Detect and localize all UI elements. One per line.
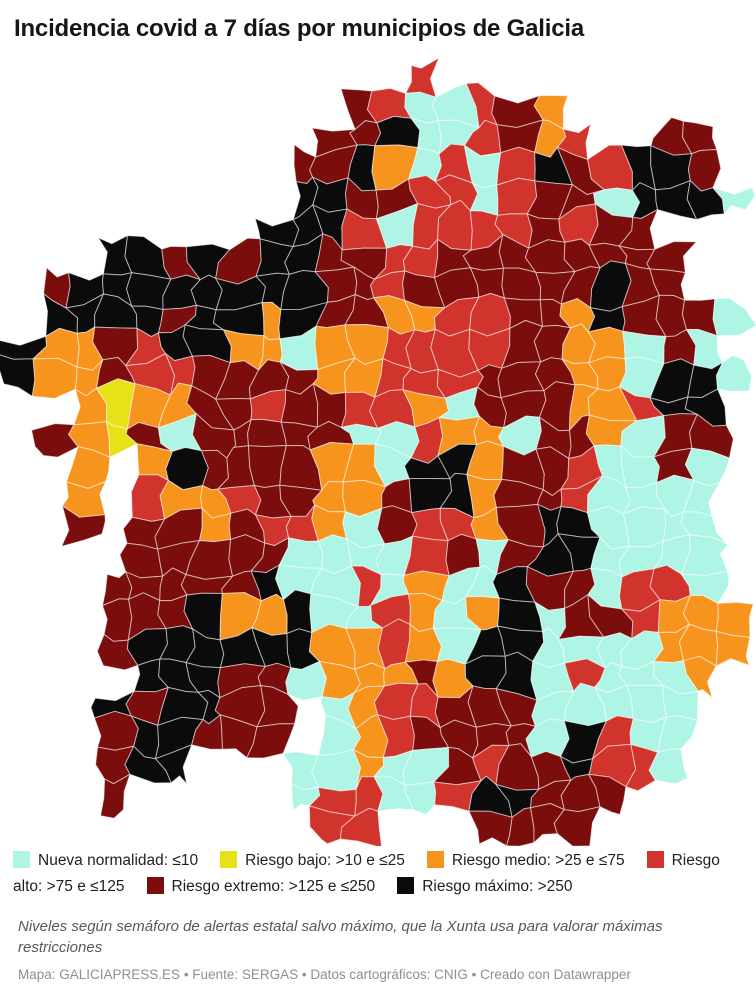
municipality-cell[interactable]	[31, 357, 78, 399]
municipality-cell[interactable]	[626, 684, 667, 724]
municipality-cell[interactable]	[155, 744, 193, 785]
municipality-cell[interactable]	[712, 187, 756, 215]
galicia-choropleth-map[interactable]	[0, 58, 756, 846]
chart-title: Incidencia covid a 7 días por municipios…	[14, 15, 584, 42]
legend-item: Riesgo bajo: >10 e ≤25	[198, 851, 405, 869]
municipality-cell[interactable]	[468, 810, 513, 846]
legend-label: Riesgo extremo: >125 e ≤250	[171, 878, 376, 895]
municipality-cell[interactable]	[283, 589, 313, 634]
map-legend: Nueva normalidad: ≤10 Riesgo bajo: >10 e …	[0, 848, 756, 900]
map-note: Niveles según semáforo de alertas estata…	[18, 918, 663, 956]
legend-label: Riesgo alto: >75 e ≤125	[13, 852, 720, 895]
legend-swatch	[397, 877, 415, 894]
legend-swatch	[426, 851, 444, 868]
legend-swatch	[646, 851, 664, 868]
legend-label: Riesgo medio: >25 e ≤75	[451, 852, 625, 869]
legend-item: Riesgo medio: >25 e ≤75	[405, 851, 625, 869]
municipality-cell[interactable]	[311, 749, 362, 792]
municipality-cell[interactable]	[715, 601, 754, 638]
municipality-cell[interactable]	[31, 423, 79, 458]
map-attribution: Mapa: GALICIAPRESS.ES • Fuente: SERGAS •…	[18, 967, 631, 982]
legend-label: Nueva normalidad: ≤10	[38, 852, 199, 869]
municipality-cell[interactable]	[648, 748, 688, 785]
municipality-cell[interactable]	[339, 807, 383, 846]
municipality-cell[interactable]	[405, 58, 440, 98]
municipality-cell[interactable]	[0, 354, 36, 397]
municipality-cell[interactable]	[100, 773, 131, 819]
legend-swatch	[146, 877, 164, 894]
municipality-cell[interactable]	[553, 806, 601, 846]
legend-label: Riesgo máximo: >250	[422, 878, 573, 895]
municipality-cell[interactable]	[622, 506, 667, 548]
legend-item: Riesgo máximo: >250	[375, 877, 573, 895]
legend-item: Riesgo extremo: >125 e ≤250	[125, 877, 376, 895]
legend-item: Nueva normalidad: ≤10	[13, 851, 199, 869]
municipality-cell[interactable]	[247, 418, 287, 447]
municipality-cell[interactable]	[102, 598, 133, 642]
legend-item: Riesgo alto: >75 e ≤125	[13, 851, 720, 895]
municipality-cell[interactable]	[61, 505, 106, 547]
municipality-cell[interactable]	[712, 297, 756, 337]
municipality-cell[interactable]	[683, 655, 717, 698]
municipality-cell[interactable]	[715, 630, 751, 667]
municipality-cell[interactable]	[261, 301, 282, 341]
legend-swatch	[13, 851, 30, 868]
legend-label: Riesgo bajo: >10 e ≤25	[245, 852, 405, 869]
municipality-cell[interactable]	[588, 773, 627, 815]
municipality-cell[interactable]	[716, 354, 753, 392]
legend-swatch	[220, 851, 238, 868]
municipality-cell[interactable]	[501, 267, 542, 301]
